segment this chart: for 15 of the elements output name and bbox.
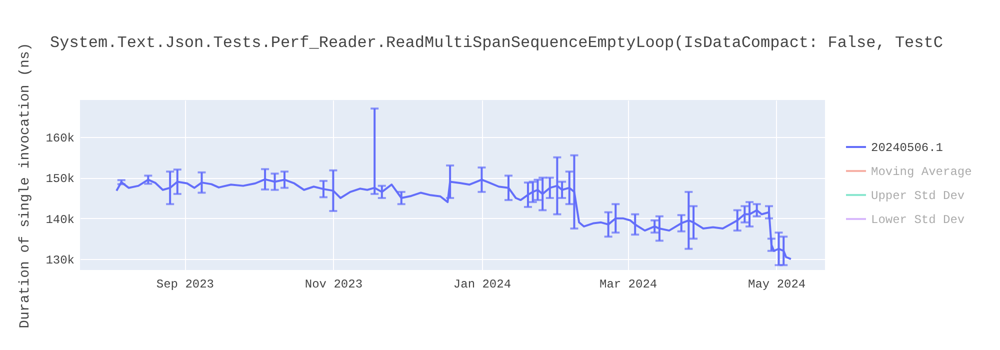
x-tick-label: Jan 2024 — [453, 278, 512, 292]
x-tick-label: Nov 2023 — [304, 278, 363, 292]
legend-label: Upper Std Dev — [871, 189, 965, 203]
legend-label: Lower Std Dev — [871, 213, 965, 227]
x-tick-label: May 2024 — [748, 278, 806, 292]
y-tick-label: 130k — [46, 254, 74, 268]
y-tick-label: 140k — [46, 212, 74, 227]
legend-label: 20240506.1 — [871, 141, 944, 155]
x-tick-label: Sep 2023 — [156, 278, 214, 292]
y-axis-title: Duration of single invocation (ns) — [18, 42, 34, 328]
y-tick-label: 160k — [46, 132, 74, 146]
x-tick-label: Mar 2024 — [599, 278, 658, 292]
legend-label: Moving Average — [871, 165, 972, 179]
chart-title: System.Text.Json.Tests.Perf_Reader.ReadMultiSpanSequenceEmptyLoop(IsDataCompact: False, TestC — [50, 34, 943, 52]
y-tick-label: 150k — [46, 172, 74, 186]
